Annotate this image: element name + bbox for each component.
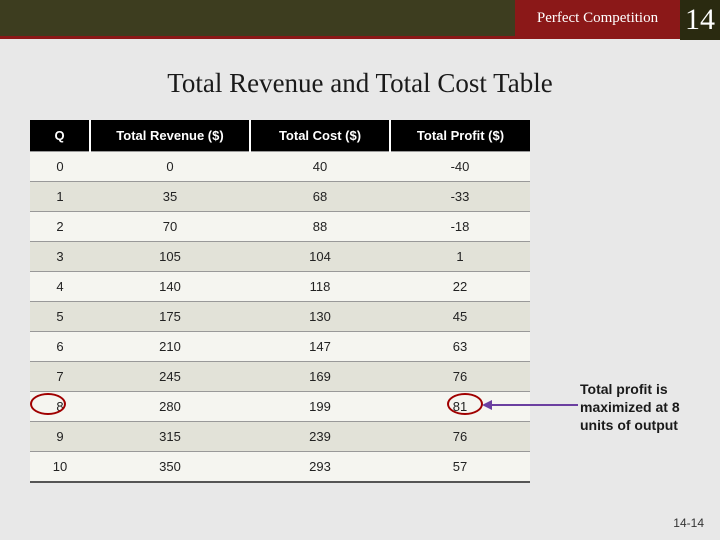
slide-header: Perfect Competition 14 <box>0 0 720 48</box>
table-cell: 68 <box>250 182 390 212</box>
table-cell: 280 <box>90 392 250 422</box>
data-table: Q Total Revenue ($) Total Cost ($) Total… <box>30 120 530 483</box>
chapter-number: 14 <box>680 0 720 40</box>
table-row: 414011822 <box>30 272 530 302</box>
table-cell: 3 <box>30 242 90 272</box>
col-header-q: Q <box>30 120 90 152</box>
table-cell: 104 <box>250 242 390 272</box>
table-row: 517513045 <box>30 302 530 332</box>
chapter-label: Perfect Competition <box>515 0 680 36</box>
table-cell: 5 <box>30 302 90 332</box>
table-row: 828019981 <box>30 392 530 422</box>
table-cell: 9 <box>30 422 90 452</box>
table-cell: 1 <box>390 242 530 272</box>
table-cell: 1 <box>30 182 90 212</box>
annotation-text: Total profit is maximized at 8 units of … <box>580 380 710 435</box>
table-cell: 245 <box>90 362 250 392</box>
annotation-arrow <box>490 404 578 406</box>
table-row: 621014763 <box>30 332 530 362</box>
table-cell: 81 <box>390 392 530 422</box>
slide-number: 14-14 <box>673 516 704 530</box>
table-cell: 22 <box>390 272 530 302</box>
table-cell: 0 <box>30 152 90 182</box>
table-cell: 70 <box>90 212 250 242</box>
table-cell: 199 <box>250 392 390 422</box>
table-cell: 10 <box>30 452 90 483</box>
table-row: 931523976 <box>30 422 530 452</box>
table-cell: 45 <box>390 302 530 332</box>
table-cell: 76 <box>390 422 530 452</box>
table-cell: 169 <box>250 362 390 392</box>
slide-title: Total Revenue and Total Cost Table <box>0 68 720 99</box>
table-cell: 76 <box>390 362 530 392</box>
table-cell: 88 <box>250 212 390 242</box>
table-cell: 8 <box>30 392 90 422</box>
header-bar-left <box>0 0 515 36</box>
table-cell: 118 <box>250 272 390 302</box>
header-underline <box>0 36 720 39</box>
table-cell: 7 <box>30 362 90 392</box>
table-row: 31051041 <box>30 242 530 272</box>
table-cell: 63 <box>390 332 530 362</box>
table-cell: 239 <box>250 422 390 452</box>
table-row: 1035029357 <box>30 452 530 483</box>
table-cell: 35 <box>90 182 250 212</box>
table-row: 13568-33 <box>30 182 530 212</box>
table-cell: -40 <box>390 152 530 182</box>
col-header-profit: Total Profit ($) <box>390 120 530 152</box>
table-cell: -33 <box>390 182 530 212</box>
table-cell: 315 <box>90 422 250 452</box>
table-cell: 40 <box>250 152 390 182</box>
table-row: 27088-18 <box>30 212 530 242</box>
table-cell: 0 <box>90 152 250 182</box>
table-cell: 105 <box>90 242 250 272</box>
table-row: 724516976 <box>30 362 530 392</box>
table-row: 0040-40 <box>30 152 530 182</box>
table-cell: 175 <box>90 302 250 332</box>
col-header-revenue: Total Revenue ($) <box>90 120 250 152</box>
table-cell: 57 <box>390 452 530 483</box>
table-cell: 147 <box>250 332 390 362</box>
table-cell: 2 <box>30 212 90 242</box>
table-cell: 350 <box>90 452 250 483</box>
table-cell: 6 <box>30 332 90 362</box>
table-cell: 210 <box>90 332 250 362</box>
table-header-row: Q Total Revenue ($) Total Cost ($) Total… <box>30 120 530 152</box>
table-cell: 4 <box>30 272 90 302</box>
col-header-cost: Total Cost ($) <box>250 120 390 152</box>
table-cell: 140 <box>90 272 250 302</box>
table-cell: -18 <box>390 212 530 242</box>
table-cell: 130 <box>250 302 390 332</box>
table-cell: 293 <box>250 452 390 483</box>
